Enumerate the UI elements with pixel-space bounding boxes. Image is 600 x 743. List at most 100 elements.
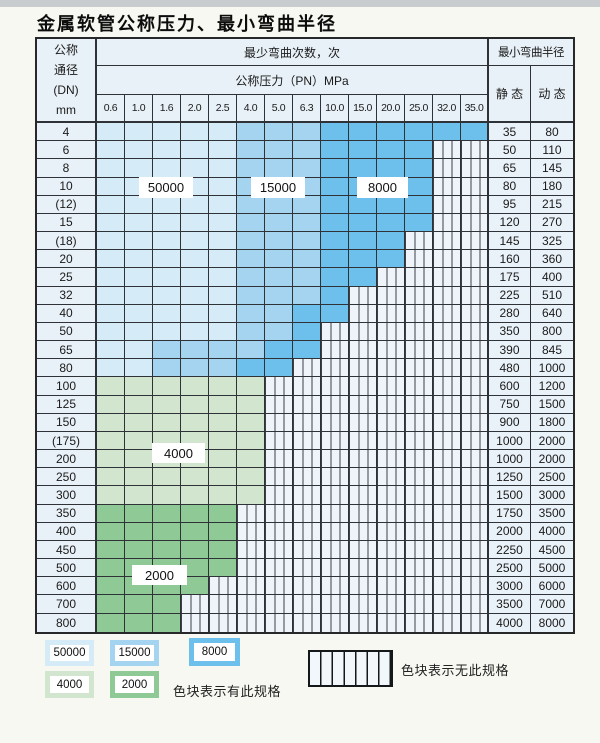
cell-dn(18)-p20.0 (377, 232, 405, 251)
dynamic-radius-dn10: 180 (531, 177, 573, 196)
cell-dn250-p25.0 (405, 468, 433, 487)
pressure-tick-4.0: 4.0 (237, 95, 265, 123)
cell-dn400-p4.0 (237, 522, 265, 541)
cell-dn125-p6.3 (293, 395, 321, 414)
cell-dn250-p4.0 (237, 468, 265, 487)
cell-dn100-p0.6 (97, 377, 125, 396)
cell-dn20-p5.0 (265, 250, 293, 269)
cell-dn4-p15.0 (349, 123, 377, 142)
cell-dn8-p20.0 (377, 159, 405, 178)
static-radius-dn(175): 1000 (489, 431, 531, 451)
cell-dn(175)-p15.0 (349, 431, 377, 451)
dynamic-radius-dn250: 2500 (531, 468, 573, 487)
cell-dn150-p4.0 (237, 413, 265, 432)
cell-dn400-p32.0 (433, 522, 461, 541)
cell-dn(12)-p25.0 (405, 195, 433, 214)
cell-dn(175)-p0.6 (97, 431, 125, 451)
cell-dn(175)-p32.0 (433, 431, 461, 451)
cell-dn(18)-p32.0 (433, 232, 461, 251)
cell-dn300-p25.0 (405, 486, 433, 505)
cell-dn8-p5.0 (265, 159, 293, 178)
cell-dn25-p4.0 (237, 268, 265, 287)
cell-dn50-p20.0 (377, 322, 405, 342)
static-radius-dn500: 2500 (489, 559, 531, 578)
cell-dn10-p10.0 (321, 177, 349, 196)
cell-dn50-p1.0 (125, 322, 153, 342)
cell-dn400-p5.0 (265, 522, 293, 541)
cell-dn65-p20.0 (377, 341, 405, 360)
cell-dn150-p6.3 (293, 413, 321, 432)
dn-label-(12): (12) (37, 195, 97, 214)
cycle-label-2000: 2000 (132, 565, 187, 585)
cell-dn350-p25.0 (405, 504, 433, 523)
cell-dn125-p10.0 (321, 395, 349, 414)
cell-dn(175)-p25.0 (405, 431, 433, 451)
cell-dn800-p20.0 (377, 613, 405, 632)
cell-dn40-p10.0 (321, 304, 349, 323)
dynamic-radius-dn15: 270 (531, 213, 573, 233)
cell-dn350-p35.0 (461, 504, 489, 523)
cell-dn200-p35.0 (461, 450, 489, 469)
dn-label-300: 300 (37, 486, 97, 505)
cell-dn40-p25.0 (405, 304, 433, 323)
cell-dn15-p32.0 (433, 213, 461, 233)
cell-dn10-p25.0 (405, 177, 433, 196)
cell-dn350-p1.0 (125, 504, 153, 523)
cell-dn800-p25.0 (405, 613, 433, 632)
cell-dn200-p5.0 (265, 450, 293, 469)
cell-dn4-p10.0 (321, 123, 349, 142)
cycle-label-8000: 8000 (357, 177, 408, 198)
cell-dn(18)-p1.6 (153, 232, 181, 251)
cell-dn300-p2.0 (181, 486, 209, 505)
cell-dn600-p35.0 (461, 577, 489, 596)
cell-dn40-p5.0 (265, 304, 293, 323)
cell-dn350-p1.6 (153, 504, 181, 523)
cell-dn350-p20.0 (377, 504, 405, 523)
cell-dn(18)-p2.5 (209, 232, 237, 251)
dynamic-radius-dn(175): 2000 (531, 431, 573, 451)
pressure-tick-35.0: 35.0 (461, 95, 489, 123)
cell-dn500-p2.5 (209, 559, 237, 578)
corner-line-2: 通径 (53, 63, 78, 77)
cell-dn6-p5.0 (265, 141, 293, 160)
cell-dn450-p5.0 (265, 540, 293, 560)
cell-dn15-p25.0 (405, 213, 433, 233)
cell-dn20-p25.0 (405, 250, 433, 269)
cell-dn8-p4.0 (237, 159, 265, 178)
cell-dn400-p15.0 (349, 522, 377, 541)
cell-dn4-p1.0 (125, 123, 153, 142)
cell-dn4-p2.5 (209, 123, 237, 142)
cell-dn200-p10.0 (321, 450, 349, 469)
cell-dn50-p5.0 (265, 322, 293, 342)
cell-dn800-p35.0 (461, 613, 489, 632)
cell-dn500-p10.0 (321, 559, 349, 578)
legend-swatch-4000-label: 4000 (50, 676, 89, 693)
cell-dn40-p0.6 (97, 304, 125, 323)
cell-dn700-p0.6 (97, 595, 125, 614)
dynamic-radius-dn350: 3500 (531, 504, 573, 523)
cell-dn125-p35.0 (461, 395, 489, 414)
cell-dn500-p35.0 (461, 559, 489, 578)
cell-dn(12)-p20.0 (377, 195, 405, 214)
dn-label-4: 4 (37, 123, 97, 142)
pressure-tick-2.0: 2.0 (181, 95, 209, 123)
cell-dn450-p1.6 (153, 540, 181, 560)
cell-dn(18)-p0.6 (97, 232, 125, 251)
cell-dn400-p6.3 (293, 522, 321, 541)
cell-dn15-p5.0 (265, 213, 293, 233)
cell-dn4-p0.6 (97, 123, 125, 142)
cell-dn(12)-p10.0 (321, 195, 349, 214)
cell-dn200-p25.0 (405, 450, 433, 469)
cell-dn500-p4.0 (237, 559, 265, 578)
cell-dn25-p5.0 (265, 268, 293, 287)
cell-dn25-p35.0 (461, 268, 489, 287)
cell-dn50-p25.0 (405, 322, 433, 342)
cell-dn450-p15.0 (349, 540, 377, 560)
cell-dn80-p32.0 (433, 359, 461, 378)
cell-dn6-p4.0 (237, 141, 265, 160)
cell-dn10-p2.5 (209, 177, 237, 196)
cell-dn4-p1.6 (153, 123, 181, 142)
cell-dn350-p2.0 (181, 504, 209, 523)
cell-dn8-p6.3 (293, 159, 321, 178)
cell-dn20-p6.3 (293, 250, 321, 269)
